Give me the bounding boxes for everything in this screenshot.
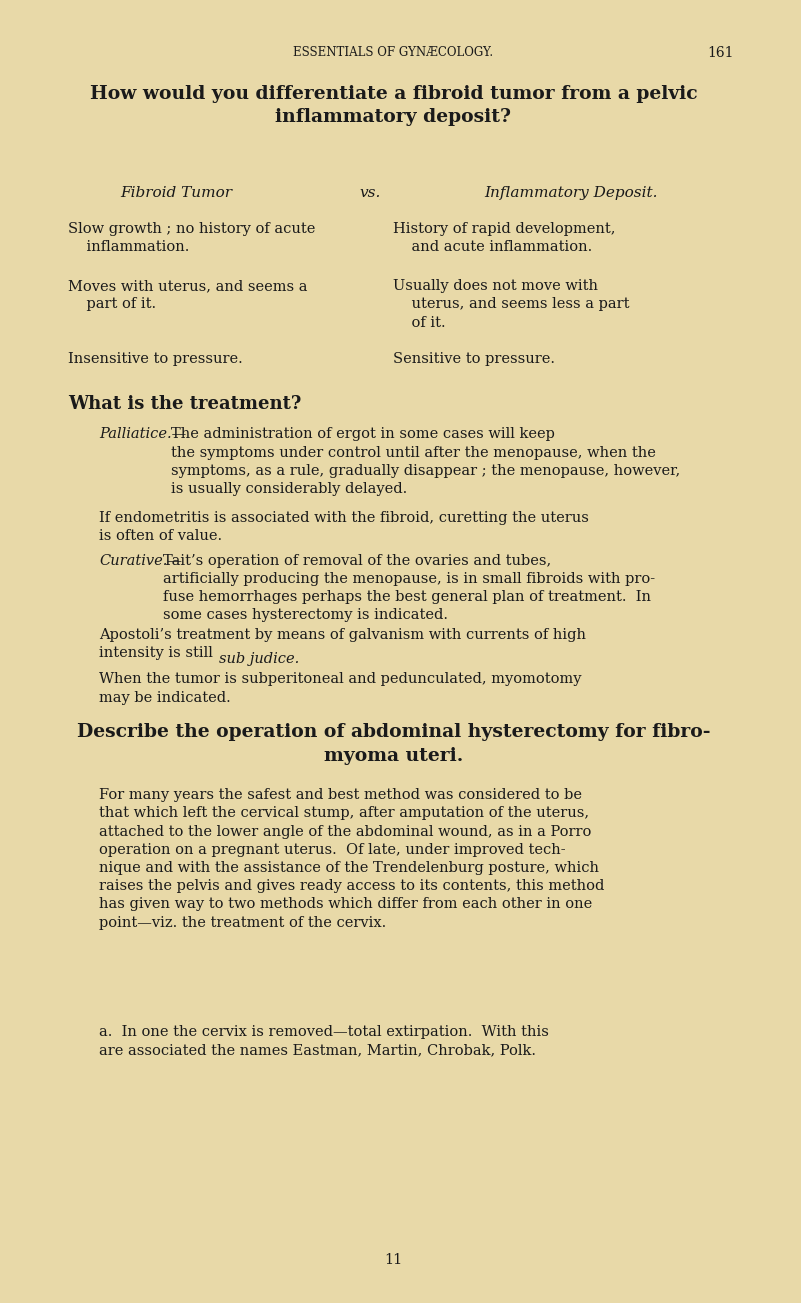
Text: Palliatice.—: Palliatice.— — [99, 427, 187, 442]
Text: sub judice.: sub judice. — [219, 652, 300, 666]
Text: How would you differentiate a fibroid tumor from a pelvic
inflammatory deposit?: How would you differentiate a fibroid tu… — [90, 85, 697, 126]
Text: What is the treatment?: What is the treatment? — [68, 395, 301, 413]
Text: Inflammatory Deposit.: Inflammatory Deposit. — [485, 186, 658, 201]
Text: Usually does not move with
    uterus, and seems less a part
    of it.: Usually does not move with uterus, and s… — [393, 279, 630, 330]
Text: Apostoli’s treatment by means of galvanism with currents of high
intensity is st: Apostoli’s treatment by means of galvani… — [99, 628, 586, 661]
Text: Curative.—: Curative.— — [99, 554, 183, 568]
Text: Moves with uterus, and seems a
    part of it.: Moves with uterus, and seems a part of i… — [68, 279, 308, 311]
Text: Sensitive to pressure.: Sensitive to pressure. — [393, 352, 555, 366]
Text: Insensitive to pressure.: Insensitive to pressure. — [68, 352, 243, 366]
Text: Describe the operation of abdominal hysterectomy for fibro-
myoma uteri.: Describe the operation of abdominal hyst… — [77, 723, 710, 765]
Text: Fibroid Tumor: Fibroid Tumor — [121, 186, 232, 201]
Text: ESSENTIALS OF GYNÆCOLOGY.: ESSENTIALS OF GYNÆCOLOGY. — [293, 46, 493, 59]
Text: 11: 11 — [384, 1253, 402, 1268]
Text: The administration of ergot in some cases will keep
the symptoms under control u: The administration of ergot in some case… — [171, 427, 681, 496]
Text: 161: 161 — [707, 46, 734, 60]
Text: If endometritis is associated with the fibroid, curetting the uterus
is often of: If endometritis is associated with the f… — [99, 511, 589, 543]
Text: Slow growth ; no history of acute
    inflammation.: Slow growth ; no history of acute inflam… — [68, 222, 316, 254]
Text: When the tumor is subperitoneal and pedunculated, myomotomy
may be indicated.: When the tumor is subperitoneal and pedu… — [99, 672, 582, 705]
Text: Tait’s operation of removal of the ovaries and tubes,
artificially producing the: Tait’s operation of removal of the ovari… — [163, 554, 655, 623]
Text: For many years the safest and best method was considered to be
that which left t: For many years the safest and best metho… — [99, 788, 605, 929]
Text: History of rapid development,
    and acute inflammation.: History of rapid development, and acute … — [393, 222, 616, 254]
Text: vs.: vs. — [360, 186, 380, 201]
Text: a.  In one the cervix is removed—total extirpation.  With this
are associated th: a. In one the cervix is removed—total ex… — [99, 1025, 549, 1058]
